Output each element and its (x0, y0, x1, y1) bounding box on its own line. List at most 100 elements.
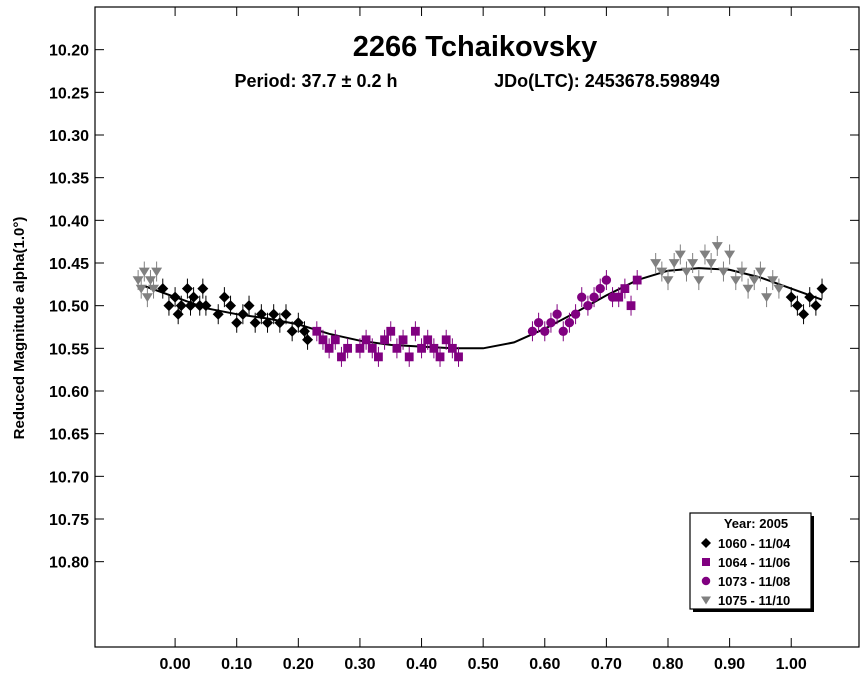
data-point (454, 352, 463, 362)
legend-entry-label: 1075 - 11/10 (718, 593, 790, 608)
data-point (650, 259, 662, 268)
data-point (163, 300, 175, 312)
data-point (280, 308, 292, 320)
data-point (343, 343, 353, 353)
data-point (324, 343, 334, 353)
y-tick-label: 10.20 (49, 43, 89, 60)
data-point (614, 292, 624, 302)
data-point (552, 309, 562, 319)
data-point (141, 293, 153, 303)
legend-entries: 1060 - 11/04 1064 - 11/06 1073 - 11/08 1075… (701, 536, 791, 608)
data-point (392, 343, 402, 353)
data-point (169, 291, 181, 303)
data-point (558, 326, 568, 336)
data-point (274, 317, 286, 329)
legend-entry-label: 1060 - 11/04 (718, 536, 791, 551)
y-tick-label: 10.40 (49, 213, 89, 230)
data-point (135, 284, 147, 294)
chart-title: 2266 Tchaikovsky (353, 31, 598, 63)
data-point (302, 334, 314, 346)
data-point (404, 352, 414, 362)
data-point (218, 291, 230, 303)
period-subtitle: Period: 37.7 ± 0.2 h (235, 71, 398, 91)
data-point (423, 335, 433, 345)
data-point (355, 343, 365, 353)
y-tick-label: 10.65 (49, 427, 89, 444)
y-tick-label: 10.45 (49, 256, 89, 273)
data-point (318, 335, 328, 345)
data-point (249, 317, 261, 329)
data-point (398, 335, 408, 345)
data-point (816, 283, 828, 295)
data-point (237, 308, 249, 320)
data-point (255, 308, 267, 320)
data-point (188, 291, 200, 303)
data-point (435, 352, 445, 362)
data-point (330, 335, 340, 345)
data-point (601, 275, 612, 285)
data-point (577, 292, 587, 302)
data-point (761, 293, 773, 303)
x-tick-label: 0.70 (591, 656, 622, 673)
x-tick-label: 0.00 (160, 656, 191, 673)
data-point (693, 276, 705, 286)
x-tick-label: 0.40 (406, 656, 437, 673)
data-point (791, 300, 803, 312)
data-point (212, 308, 224, 320)
y-tick-label: 10.60 (49, 384, 89, 401)
data-point (181, 283, 193, 295)
legend-shadow-right (811, 516, 814, 612)
data-point (268, 308, 280, 320)
data-point (699, 250, 711, 260)
epoch-subtitle: JDo(LTC): 2453678.598949 (494, 71, 720, 91)
data-point (662, 276, 674, 286)
data-point (286, 325, 298, 337)
data-point (197, 283, 209, 295)
data-point (367, 343, 377, 353)
x-tick-label: 0.60 (529, 656, 560, 673)
data-point (711, 242, 723, 251)
legend-shadow-bottom (693, 609, 814, 612)
data-point (680, 267, 692, 277)
data-point (447, 343, 457, 353)
data-point (668, 259, 680, 268)
data-point (717, 267, 729, 277)
data-point (798, 308, 810, 320)
data-point (705, 259, 717, 268)
data-point (361, 335, 371, 345)
y-tick-label: 10.55 (49, 341, 89, 358)
legend-marker (701, 538, 711, 548)
y-tick-label: 10.80 (49, 555, 89, 572)
data-point (429, 343, 439, 353)
data-point (804, 291, 816, 303)
y-tick-label: 10.25 (49, 85, 89, 102)
data-point (527, 326, 538, 336)
data-point (583, 300, 593, 311)
data-point (742, 284, 754, 294)
y-tick-label: 10.35 (49, 171, 89, 188)
data-point (620, 284, 630, 293)
fourier-fit-curve (143, 267, 823, 350)
data-point (767, 276, 779, 286)
legend-marker (701, 596, 711, 605)
legend-marker (701, 576, 711, 586)
data-point (674, 250, 686, 260)
data-point (312, 326, 322, 336)
data-point (417, 343, 426, 353)
legend-box (689, 512, 812, 610)
legend-entry-label: 1073 - 11/08 (718, 574, 790, 589)
data-point (724, 250, 736, 260)
data-point (386, 326, 396, 336)
data-point (175, 300, 187, 312)
data-point (533, 318, 544, 328)
data-point (687, 259, 699, 268)
data-point (157, 283, 169, 295)
legend: Year: 2005 1060 - 11/04 1064 - 11/06 1073 … (689, 512, 814, 612)
data-point (138, 267, 150, 277)
x-tick-label: 0.90 (714, 656, 745, 673)
data-point (292, 317, 304, 329)
data-point (441, 335, 451, 345)
data-point (748, 276, 760, 286)
x-tick-label: 1.00 (776, 656, 807, 673)
